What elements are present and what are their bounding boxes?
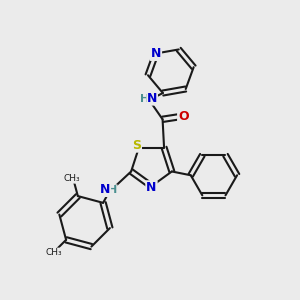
Text: CH₃: CH₃ bbox=[45, 248, 62, 257]
Text: O: O bbox=[178, 110, 189, 123]
Text: CH₃: CH₃ bbox=[63, 174, 80, 183]
Text: N: N bbox=[100, 183, 110, 196]
Text: N: N bbox=[147, 92, 158, 105]
Text: N: N bbox=[151, 47, 161, 60]
Text: H: H bbox=[140, 94, 149, 103]
Text: H: H bbox=[108, 185, 117, 195]
Text: N: N bbox=[146, 181, 157, 194]
Text: S: S bbox=[132, 139, 141, 152]
